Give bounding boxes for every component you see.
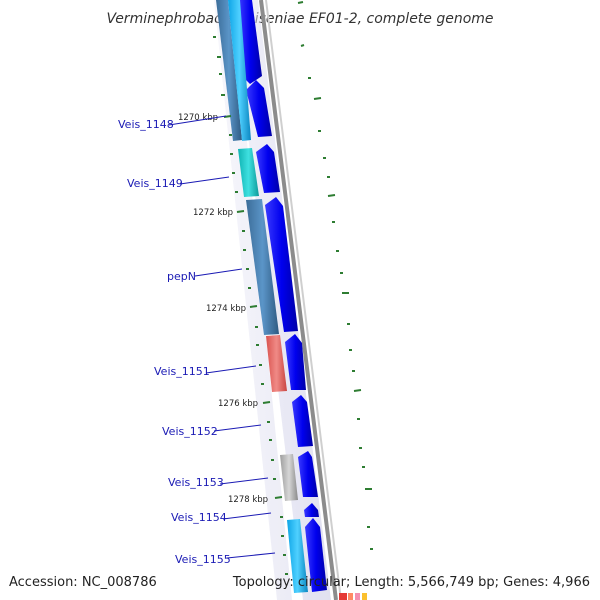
cds-arrow bbox=[292, 395, 313, 447]
kbp-label: 1278 kbp bbox=[228, 495, 268, 505]
cds-arrow bbox=[304, 503, 319, 517]
gene-block-veis-1148-left bbox=[216, 0, 242, 141]
gene-label[interactable]: Veis_1153 bbox=[168, 476, 224, 489]
gene-block-pepn bbox=[246, 199, 279, 335]
genome-backbone bbox=[259, 0, 342, 600]
kbp-scale-labels: 1270 kbp 1272 kbp 1274 kbp 1276 kbp 1278… bbox=[178, 113, 268, 505]
gene-label[interactable]: Veis_1152 bbox=[162, 425, 218, 438]
cds-arrow bbox=[265, 197, 298, 332]
cds-arrow bbox=[298, 451, 318, 497]
bottom-stub bbox=[339, 593, 367, 600]
inner-tick-track bbox=[213, 36, 288, 575]
gene-label[interactable]: pepN bbox=[167, 270, 196, 283]
cds-arrow bbox=[285, 334, 306, 390]
gene-callout-veis-1154[interactable]: Veis_1154 bbox=[171, 511, 272, 524]
kbp-label: 1272 kbp bbox=[193, 208, 233, 218]
gene-block-veis-1148 bbox=[228, 0, 251, 141]
gene-block-veis-1153 bbox=[280, 454, 298, 501]
kbp-label: 1276 kbp bbox=[218, 399, 258, 409]
gene-label[interactable]: Veis_1151 bbox=[154, 365, 210, 378]
gene-label[interactable]: Veis_1148 bbox=[118, 118, 174, 131]
gene-callouts: Veis_1148 Veis_1149 pepN Veis_1151 Veis_… bbox=[118, 115, 276, 566]
kbp-label: 1270 kbp bbox=[178, 113, 218, 123]
gene-block-veis-1151 bbox=[266, 335, 287, 392]
gene-callout-veis-1151[interactable]: Veis_1151 bbox=[154, 365, 257, 378]
gene-callout-veis-1155[interactable]: Veis_1155 bbox=[175, 552, 276, 566]
genome-summary-label: Topology: circular; Length: 5,566,749 bp… bbox=[232, 575, 590, 590]
gene-label[interactable]: Veis_1149 bbox=[127, 177, 183, 190]
gene-callout-veis-1148[interactable]: Veis_1148 bbox=[118, 115, 227, 131]
gene-block-veis-1155 bbox=[287, 519, 308, 593]
cds-arrow bbox=[256, 144, 280, 193]
outer-tick-track bbox=[297, 1, 373, 550]
cds-arrow bbox=[305, 518, 327, 592]
gene-block-veis-1149 bbox=[238, 148, 259, 197]
gene-label[interactable]: Veis_1155 bbox=[175, 553, 231, 566]
genome-title: Verminephrobacter eiseniae EF01-2, compl… bbox=[106, 11, 493, 27]
gene-callout-veis-1152[interactable]: Veis_1152 bbox=[162, 424, 262, 438]
reverse-strand-track bbox=[214, 0, 308, 600]
kbp-label: 1274 kbp bbox=[206, 304, 246, 314]
forward-strand-track bbox=[232, 0, 331, 600]
gene-callout-veis-1149[interactable]: Veis_1149 bbox=[127, 176, 230, 190]
accession-label: Accession: NC_008786 bbox=[9, 575, 157, 590]
gene-callout-veis-1153[interactable]: Veis_1153 bbox=[168, 476, 269, 489]
cds-arrow bbox=[246, 80, 272, 137]
gene-label[interactable]: Veis_1154 bbox=[171, 511, 227, 524]
gene-callout-pepn[interactable]: pepN bbox=[167, 268, 243, 283]
